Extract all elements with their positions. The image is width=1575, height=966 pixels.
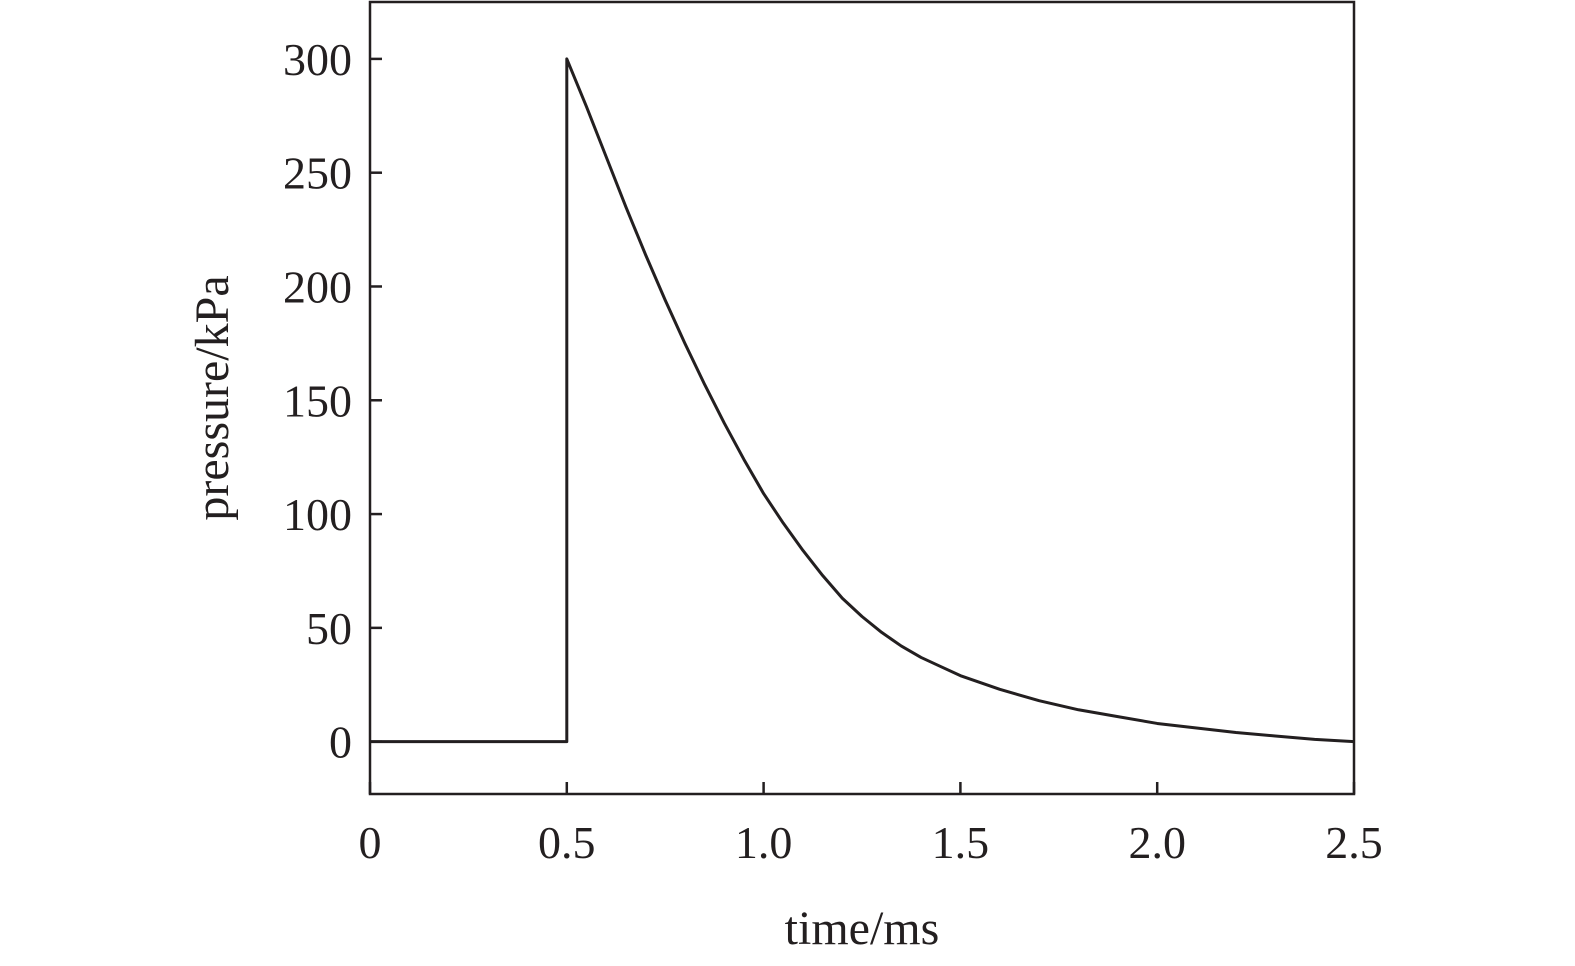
y-tick-label: 300 — [283, 34, 352, 85]
pressure-series-line — [370, 57, 1355, 744]
x-tick-label: 0.5 — [538, 817, 596, 868]
y-tick-label: 150 — [283, 375, 352, 426]
x-axis-ticks: 0 0.5 1.0 1.5 2.0 2.5 — [359, 782, 1383, 868]
x-tick-label: 0 — [359, 817, 382, 868]
y-tick-label: 0 — [329, 717, 352, 768]
y-tick-label: 50 — [306, 603, 352, 654]
y-axis-title: pressure/kPa — [186, 275, 239, 520]
x-tick-label: 1.0 — [735, 817, 793, 868]
x-axis-title: time/ms — [785, 902, 940, 955]
x-tick-label: 2.0 — [1128, 817, 1186, 868]
y-tick-label: 100 — [283, 489, 352, 540]
x-tick-label: 1.5 — [932, 817, 990, 868]
y-tick-label: 200 — [283, 261, 352, 312]
series-layer — [370, 57, 1355, 744]
y-tick-label: 250 — [283, 148, 352, 199]
x-tick-label: 2.5 — [1325, 817, 1383, 868]
plot-area-frame — [368, 0, 1356, 796]
y-axis-ticks: 0 50 100 150 200 250 300 — [283, 34, 382, 768]
